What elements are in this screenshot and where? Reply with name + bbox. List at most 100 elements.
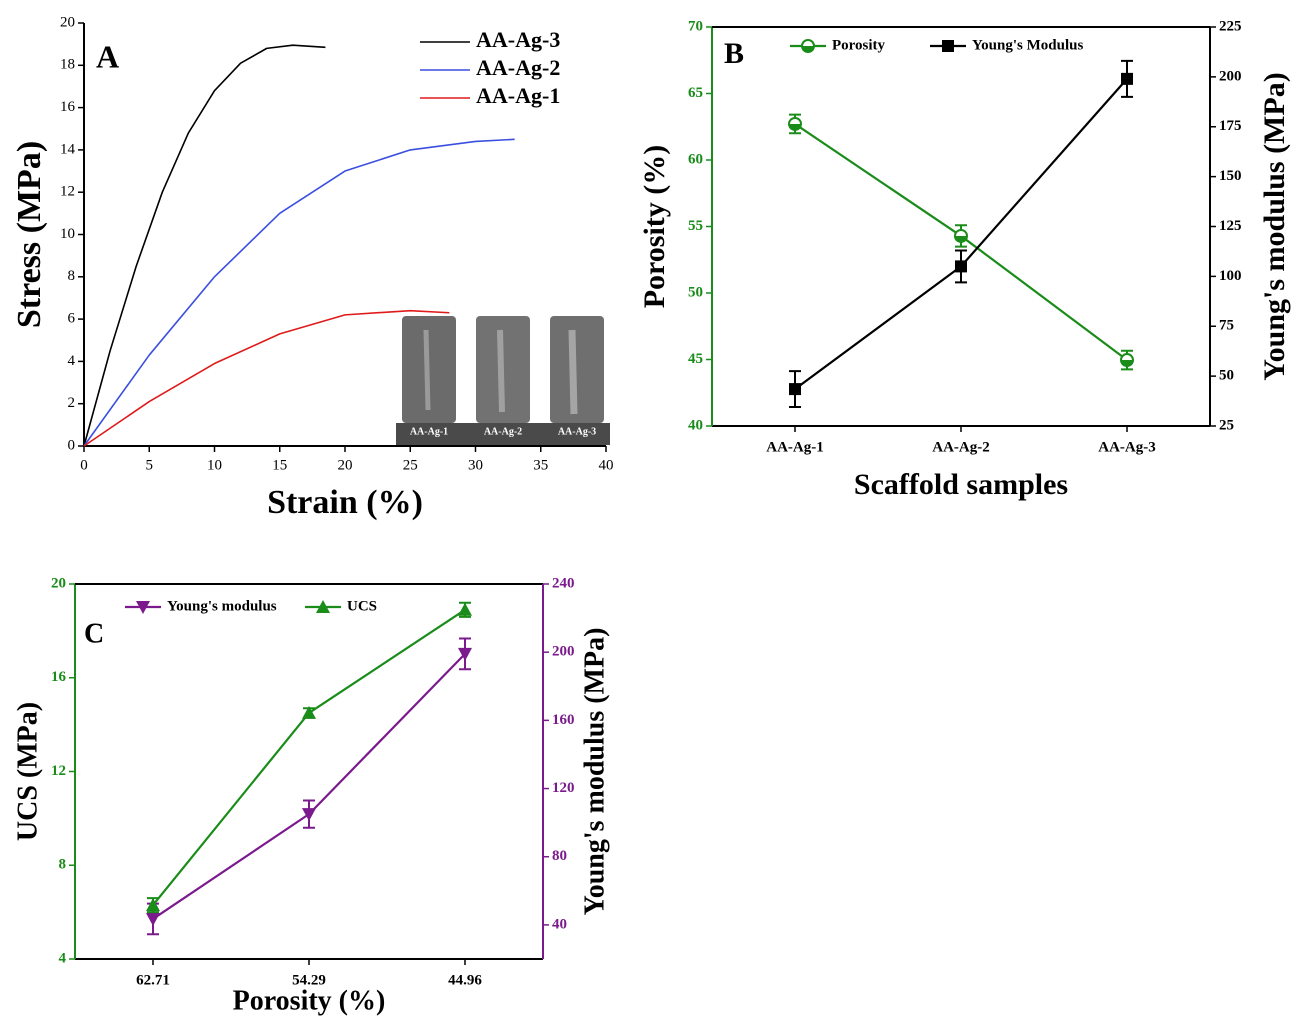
y-tick-label: 70 [688, 18, 703, 34]
panel-label: C [84, 618, 104, 649]
y-tick-label: 12 [60, 184, 75, 200]
y-tick-label: 60 [688, 151, 703, 167]
panel: 40 45 50 55 60 65 70 25 50 75 100 125 150 175 200 225 AA… [638, 18, 1291, 500]
inset-label: AA-Ag-3 [558, 426, 596, 437]
y-tick-label: 20 [51, 575, 66, 591]
series-line [152, 653, 466, 920]
y-tick-label: 45 [688, 351, 703, 367]
marker [146, 898, 160, 912]
marker-half [802, 46, 814, 52]
y2-tick-label: 40 [552, 916, 567, 932]
y-tick-label: 6 [68, 311, 76, 327]
y-tick-label: 16 [51, 669, 67, 685]
photo-inset: AA-Ag-1 AA-Ag-2 AA-Ag-3 [396, 316, 610, 445]
series-line [83, 309, 450, 447]
y2-tick-label: 225 [1219, 18, 1242, 34]
x-tick-label: 44.96 [448, 972, 482, 988]
x-tick-label: 5 [146, 457, 154, 473]
y-tick-label: 16 [60, 99, 76, 115]
y2-tick-label: 120 [552, 780, 575, 796]
x-tick-label: 35 [533, 457, 548, 473]
x-axis-title: Porosity (%) [233, 985, 386, 1016]
y2-axis-title: Young's modulus (MPa) [579, 628, 610, 916]
y-tick-label: 55 [688, 218, 703, 234]
x-tick-label: 0 [80, 457, 88, 473]
panel-label: B [724, 37, 744, 70]
x-axis-title: Scaffold samples [854, 468, 1068, 501]
x-axis-title: Strain (%) [267, 484, 423, 521]
marker [302, 808, 316, 822]
x-tick-label: 10 [207, 457, 222, 473]
x-tick-label: AA-Ag-1 [766, 439, 824, 455]
y-tick-label: 65 [688, 85, 703, 101]
marker [458, 602, 472, 616]
x-tick-label: 40 [599, 457, 614, 473]
y-tick-label: 8 [59, 857, 67, 873]
panel-label: A [96, 38, 119, 74]
legend-label: Young's modulus [167, 598, 277, 614]
x-tick-label: 15 [272, 457, 287, 473]
y2-tick-label: 160 [552, 712, 575, 728]
y-tick-label: 40 [688, 417, 703, 433]
legend-label: AA-Ag-3 [476, 27, 560, 52]
y-tick-label: 0 [68, 437, 76, 453]
x-tick-label: AA-Ag-2 [932, 439, 990, 455]
marker [316, 600, 330, 613]
series-line [152, 608, 466, 906]
panel: 4 8 12 16 20 40 80 120 160 200 240 62.71 54.29 44.96 P… [12, 575, 610, 1016]
y2-tick-label: 80 [552, 848, 567, 864]
y-tick-label: 4 [59, 950, 67, 966]
marker [955, 260, 967, 273]
y2-tick-label: 100 [1219, 268, 1242, 284]
y-tick-label: 14 [60, 141, 76, 157]
legend-label: AA-Ag-2 [476, 55, 560, 80]
marker [136, 601, 150, 614]
panel: 0 2 4 6 8 10 12 14 16 18 20 0 5 10 15 20 25 30 35 40 Strain … [11, 14, 614, 520]
x-tick-label: 30 [468, 457, 483, 473]
y-tick-label: 4 [68, 353, 76, 369]
x-tick-label: 54.29 [292, 972, 326, 988]
photo-texture [568, 329, 578, 415]
y-tick-label: 2 [68, 395, 76, 411]
legend-label: Porosity [832, 37, 886, 53]
legend-label: UCS [347, 598, 377, 614]
x-tick-label: 62.71 [136, 972, 170, 988]
y-axis-title: Porosity (%) [638, 145, 671, 309]
marker [302, 705, 316, 719]
marker [146, 912, 160, 926]
marker-half [1121, 360, 1133, 367]
photo-texture [423, 329, 431, 411]
marker [458, 647, 472, 661]
y2-tick-label: 240 [552, 575, 575, 591]
y-axis-title: Stress (MPa) [11, 141, 48, 328]
legend-label: AA-Ag-1 [476, 83, 560, 108]
legend-label: Young's Modulus [972, 37, 1083, 53]
series-line [83, 138, 515, 447]
y-axis-title: UCS (MPa) [12, 702, 43, 841]
photo-texture [497, 329, 505, 413]
y2-tick-label: 200 [1219, 68, 1242, 84]
y-tick-label: 18 [60, 57, 75, 73]
y-tick-label: 8 [68, 268, 76, 284]
x-tick-label: 20 [338, 457, 353, 473]
y2-tick-label: 200 [552, 644, 575, 660]
marker-half [789, 123, 801, 130]
x-tick-label: 25 [403, 457, 418, 473]
series-line [83, 44, 326, 447]
marker [789, 383, 801, 396]
y2-tick-label: 175 [1219, 118, 1242, 134]
y-tick-label: 10 [60, 226, 75, 242]
photo-sample [550, 316, 604, 423]
y-tick-label: 50 [688, 284, 703, 300]
y2-tick-label: 150 [1219, 168, 1242, 184]
marker [1121, 72, 1133, 85]
y-tick-label: 12 [51, 763, 66, 779]
x-tick-label: AA-Ag-3 [1098, 439, 1156, 455]
photo-base [396, 423, 610, 445]
y2-tick-label: 125 [1219, 218, 1242, 234]
inset-label: AA-Ag-2 [484, 426, 522, 437]
marker [942, 40, 954, 52]
y-tick-label: 20 [60, 14, 75, 30]
